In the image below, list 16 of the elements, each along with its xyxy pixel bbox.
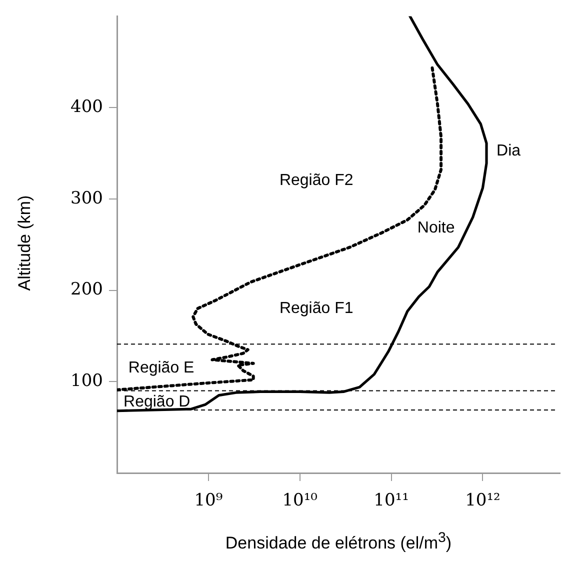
annotation: Região F1 [279, 300, 354, 317]
x-tick-label: 10¹² [465, 490, 500, 511]
annotation: Região D [124, 394, 190, 411]
x-axis-title: Densidade de elétrons (el/m$^{3}$) [224, 530, 453, 554]
series-label: Dia [496, 142, 521, 160]
series-label: Noite [417, 219, 455, 236]
x-tick-label: 10⁹ [194, 490, 223, 511]
y-tick-label: 300 [70, 188, 103, 208]
y-axis-title: Altitude (km) [15, 195, 35, 291]
y-tick-label: 100 [70, 371, 103, 392]
annotation: Região E [128, 359, 194, 376]
x-tick-label: 10¹⁰ [282, 490, 318, 511]
y-tick-label: 400 [70, 96, 103, 117]
x-tick-label: 10¹¹ [374, 490, 409, 511]
y-tick-label: 200 [70, 280, 103, 300]
annotation: Região F2 [279, 172, 354, 190]
